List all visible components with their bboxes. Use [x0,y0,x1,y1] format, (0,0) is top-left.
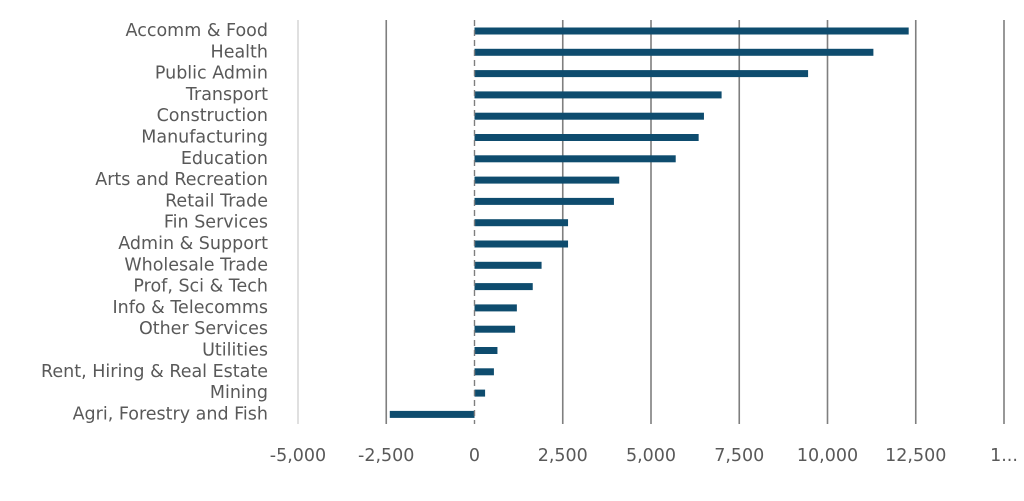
category-label: Prof, Sci & Tech [133,277,268,297]
category-label: Construction [157,106,268,126]
x-tick-label: 0 [469,446,480,466]
x-tick-label: 1... [990,446,1018,466]
category-label: Rent, Hiring & Real Estate [41,362,268,382]
bar-manufacturing [474,134,699,141]
bar-retail-trade [474,197,614,205]
category-label: Manufacturing [141,128,268,148]
category-label: Admin & Support [118,234,268,254]
bar-prof-sci-tech [474,283,533,291]
category-label: Public Admin [155,64,268,84]
x-tick-label: 7,500 [714,446,764,466]
bar-admin-support [474,240,569,248]
bar-info-telecomms [474,304,517,312]
bar-utilities [474,347,498,354]
bar-fin-services [474,219,569,227]
bar-other-services [474,325,516,333]
category-label: Education [181,149,268,169]
bar-mining [474,389,486,397]
bar-construction [474,112,704,120]
category-label: Info & Telecomms [112,298,268,318]
x-tick-label: 12,500 [885,446,946,466]
grid-lines [297,20,1005,424]
bar-wholesale-trade [474,261,542,269]
x-tick-label: 2,500 [538,446,588,466]
bar-public-admin [474,70,809,78]
x-tick-label: -5,000 [270,446,326,466]
bar-health [474,48,874,56]
category-label: Accomm & Food [126,21,268,41]
x-tick-labels: -5,000 -2,500 0 2,500 5,000 7,500 10,000 12,500… [270,446,1018,466]
bar-education [474,155,676,163]
bar-rent-hiring-real-estate [474,368,494,376]
category-label: Transport [185,85,268,105]
bars [389,27,909,418]
category-label: Agri, Forestry and Fish [73,404,268,424]
category-label: Health [211,42,268,62]
bar-transport [474,91,722,99]
bar-agri-forestry-and-fish [389,410,475,418]
category-label: Arts and Recreation [95,170,268,190]
category-label: Retail Trade [165,191,268,211]
category-label: Utilities [202,341,268,361]
x-tick-label: -2,500 [358,446,414,466]
x-tick-label: 10,000 [797,446,858,466]
category-label: Other Services [139,319,268,339]
x-tick-label: 5,000 [626,446,676,466]
category-label: Fin Services [164,213,268,233]
category-label: Wholesale Trade [124,255,268,275]
category-label: Mining [210,383,268,403]
bar-arts-and-recreation [474,176,620,184]
bar-accomm-food [474,27,909,35]
